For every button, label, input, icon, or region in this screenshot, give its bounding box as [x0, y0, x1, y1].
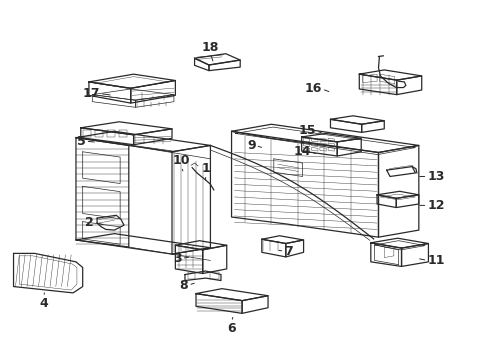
Text: 18: 18 [202, 41, 219, 54]
Text: 7: 7 [284, 245, 293, 258]
Text: 10: 10 [173, 154, 190, 167]
Text: 5: 5 [77, 135, 86, 148]
Text: 3: 3 [173, 252, 182, 265]
Text: 14: 14 [294, 145, 311, 158]
Text: 8: 8 [180, 279, 188, 292]
Text: 11: 11 [427, 254, 445, 267]
Text: 6: 6 [227, 322, 236, 335]
Text: 15: 15 [298, 124, 316, 137]
Text: 13: 13 [427, 170, 445, 183]
Text: 16: 16 [304, 82, 322, 95]
Text: 9: 9 [247, 139, 256, 152]
Text: 4: 4 [40, 297, 49, 310]
Text: 17: 17 [82, 87, 100, 100]
Text: 12: 12 [427, 199, 445, 212]
Text: 2: 2 [85, 216, 94, 229]
Text: 1: 1 [201, 162, 210, 175]
